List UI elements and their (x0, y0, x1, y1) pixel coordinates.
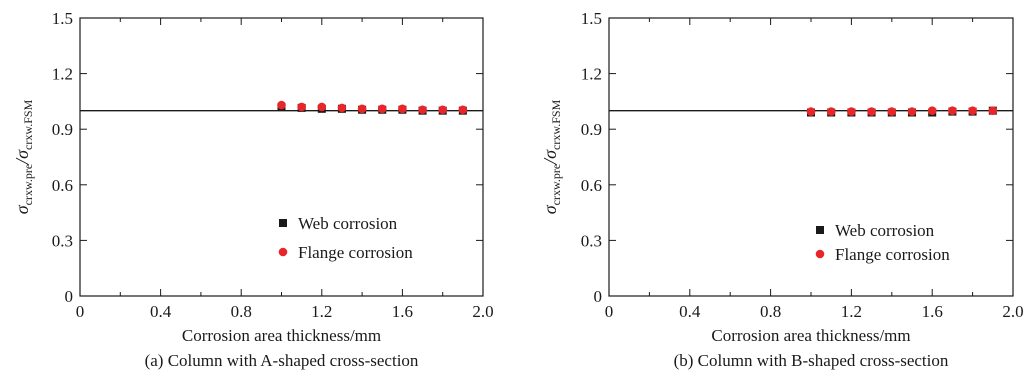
data-point-flange-corrosion (988, 106, 998, 115)
data-point-flange-corrosion (826, 107, 836, 116)
x-tick-label: 2.0 (1002, 302, 1023, 321)
y-tick-label: 0.9 (581, 120, 602, 139)
data-point-flange-corrosion (458, 105, 468, 115)
y-tick-label: 0.6 (581, 176, 602, 195)
y-tick-label: 0.9 (52, 120, 73, 139)
chart-panel-b: 0 0.4 0.8 1.2 1.6 2.0 0 0.3 0.6 0.9 1.2 1.5 Web corr… (540, 9, 1024, 370)
data-point-flange-corrosion (337, 103, 347, 113)
x-tick-label: 1.2 (311, 302, 332, 321)
y-tick-label: 0.3 (52, 231, 73, 250)
y-tick-label: 0 (594, 287, 603, 306)
x-tick-label: 0.4 (150, 302, 172, 321)
legend-label: Web corrosion (835, 221, 935, 240)
y-label-slash-sigma: /σ (12, 149, 32, 165)
chart-panel-a: 0 0.4 0.8 1.2 1.6 2.0 0 0.3 0.6 0.9 1.2 1.5 Web corr… (12, 9, 494, 370)
y-tick-label: 0.6 (52, 176, 73, 195)
y-tick-label: 0 (65, 287, 74, 306)
data-point-flange-corrosion (317, 102, 327, 112)
legend-marker-circle (278, 247, 288, 257)
data-point-flange-corrosion (907, 107, 917, 116)
legend-marker-square (816, 226, 824, 234)
x-tick-label: 1.2 (841, 302, 862, 321)
x-axis-label: Corrosion area thickness/mm (182, 326, 381, 345)
y-label-slash-sigma: /σ (540, 149, 560, 165)
legend-label: Flange corrosion (298, 243, 413, 262)
data-point-flange-corrosion (297, 102, 306, 112)
data-point-flange-corrosion (418, 105, 427, 115)
data-point-flange-corrosion (867, 107, 876, 116)
x-tick-label: 1.6 (922, 302, 943, 321)
y-tick-label: 1.5 (52, 9, 73, 28)
y-label-sub-fsm: crxw.FSM (549, 99, 563, 150)
y-label-sigma: σ (12, 204, 32, 214)
y-label-sub-fsm: crxw.FSM (21, 99, 35, 150)
x-tick-label: 2.0 (472, 302, 493, 321)
x-tick-label: 0 (605, 302, 614, 321)
legend-label: Web corrosion (298, 214, 398, 233)
data-point-flange-corrosion (887, 107, 897, 116)
plot-frame (608, 17, 1014, 297)
data-point-flange-corrosion (398, 104, 407, 114)
y-label-sub-pre: crxw.pre (549, 164, 563, 206)
legend-marker-square (279, 219, 287, 227)
data-point-flange-corrosion (806, 107, 816, 116)
y-axis-label: σcrxw.pre/σcrxw.FSM (12, 99, 35, 214)
y-tick-label: 1.5 (581, 9, 602, 28)
data-point-flange-corrosion (277, 100, 286, 110)
chart-caption: (a) Column with A-shaped cross-section (145, 351, 419, 370)
chart-caption: (b) Column with B-shaped cross-section (674, 351, 949, 370)
x-tick-label: 0.8 (760, 302, 781, 321)
y-axis-label: σcrxw.pre/σcrxw.FSM (540, 99, 563, 214)
data-point-flange-corrosion (927, 106, 937, 115)
data-point-flange-corrosion (948, 106, 957, 115)
legend-marker-circle (815, 249, 825, 259)
y-label-sigma: σ (540, 204, 560, 214)
y-label-sub-pre: crxw.pre (21, 164, 35, 206)
legend-label: Flange corrosion (835, 245, 950, 264)
y-tick-label: 0.3 (581, 231, 602, 250)
data-point-flange-corrosion (438, 105, 448, 115)
data-point-flange-corrosion (377, 104, 387, 114)
x-tick-label: 1.6 (392, 302, 413, 321)
y-tick-label: 1.2 (581, 65, 602, 84)
data-point-flange-corrosion (357, 104, 367, 114)
x-tick-label: 0 (76, 302, 85, 321)
data-point-flange-corrosion (847, 107, 856, 116)
x-tick-label: 0.4 (679, 302, 701, 321)
x-tick-label: 0.8 (231, 302, 252, 321)
y-tick-label: 1.2 (52, 65, 73, 84)
data-point-flange-corrosion (968, 106, 977, 115)
x-axis-label: Corrosion area thickness/mm (711, 326, 910, 345)
